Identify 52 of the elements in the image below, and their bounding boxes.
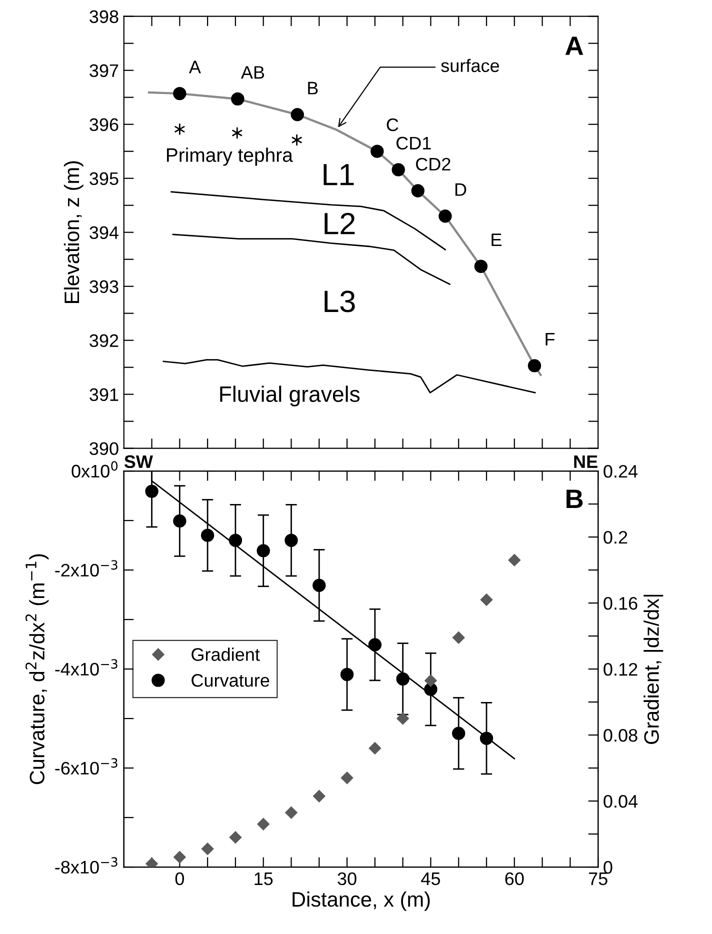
annotation: C — [386, 118, 398, 132]
annotation: D — [455, 183, 466, 196]
y2-tick-label: 0.12 — [604, 662, 638, 676]
x-tick-label: 30 — [338, 872, 356, 886]
y-tick-label: -6x10$^{−3}$ — [55, 758, 118, 775]
annotation: L3 — [324, 290, 355, 312]
y-tick-label: 393 — [90, 280, 118, 294]
y-tick-label: 397 — [90, 64, 118, 78]
x-axis-title: Distance, x (m) — [292, 892, 430, 911]
annotation: Fluvial gravels — [220, 386, 360, 406]
legend-label: Gradient — [192, 648, 260, 661]
annotation: F — [546, 332, 555, 346]
annotation: B — [566, 490, 583, 508]
y2-tick-label: 0.24 — [604, 464, 638, 478]
annotation: E — [492, 234, 502, 246]
annotation: L1 — [324, 164, 354, 186]
annotation: CD2 — [416, 158, 450, 171]
y-tick-label: -8x10$^{−3}$ — [55, 857, 118, 874]
y-tick-label: 392 — [90, 334, 118, 348]
annotation: Primary tephra — [167, 148, 293, 166]
x-tick-label: 60 — [505, 872, 524, 886]
annotation: CD1 — [396, 136, 431, 150]
y2-tick-label: 0.2 — [604, 530, 628, 544]
text: surface — [441, 58, 500, 72]
y-tick-label: 0x10$^{0}$ — [72, 461, 118, 478]
y-axis-title: Curvature, d$^{2}$z/dx$^{2}$ (m$^{−1}$) — [26, 554, 49, 784]
y2-tick-label: 0.04 — [604, 794, 638, 808]
annotation: A — [565, 36, 584, 55]
y-axis-title: Elevation, z (m) — [64, 161, 84, 303]
legend-label: Curvature — [192, 674, 270, 687]
annotation: AB — [240, 66, 264, 79]
y-tick-label: 394 — [90, 226, 118, 240]
y-tick-label: 396 — [90, 118, 118, 132]
y-tick-label: 391 — [90, 388, 118, 402]
y-tick-label: 390 — [90, 442, 118, 456]
x-tick-label: 75 — [588, 872, 608, 886]
y2-tick-label: 0.16 — [604, 596, 638, 610]
y-tick-label: -2x10$^{−3}$ — [55, 560, 118, 577]
x-tick-label: 0 — [175, 872, 184, 886]
annotation: A — [188, 60, 201, 74]
y-tick-label: -4x10$^{−3}$ — [55, 659, 118, 676]
text: SW — [124, 455, 153, 468]
y2-tick-label: 0.08 — [604, 728, 638, 742]
x-tick-label: 15 — [254, 872, 273, 886]
y2-axis-title: Gradient, |dz/dx| — [644, 594, 664, 744]
y2-tick-label: 0 — [604, 860, 612, 874]
y-tick-label: 395 — [90, 172, 118, 186]
y-tick-label: 398 — [90, 10, 118, 24]
x-tick-label: 45 — [421, 872, 440, 886]
text: NE — [574, 455, 598, 468]
annotation: L2 — [324, 212, 355, 234]
annotation: B — [308, 82, 318, 94]
